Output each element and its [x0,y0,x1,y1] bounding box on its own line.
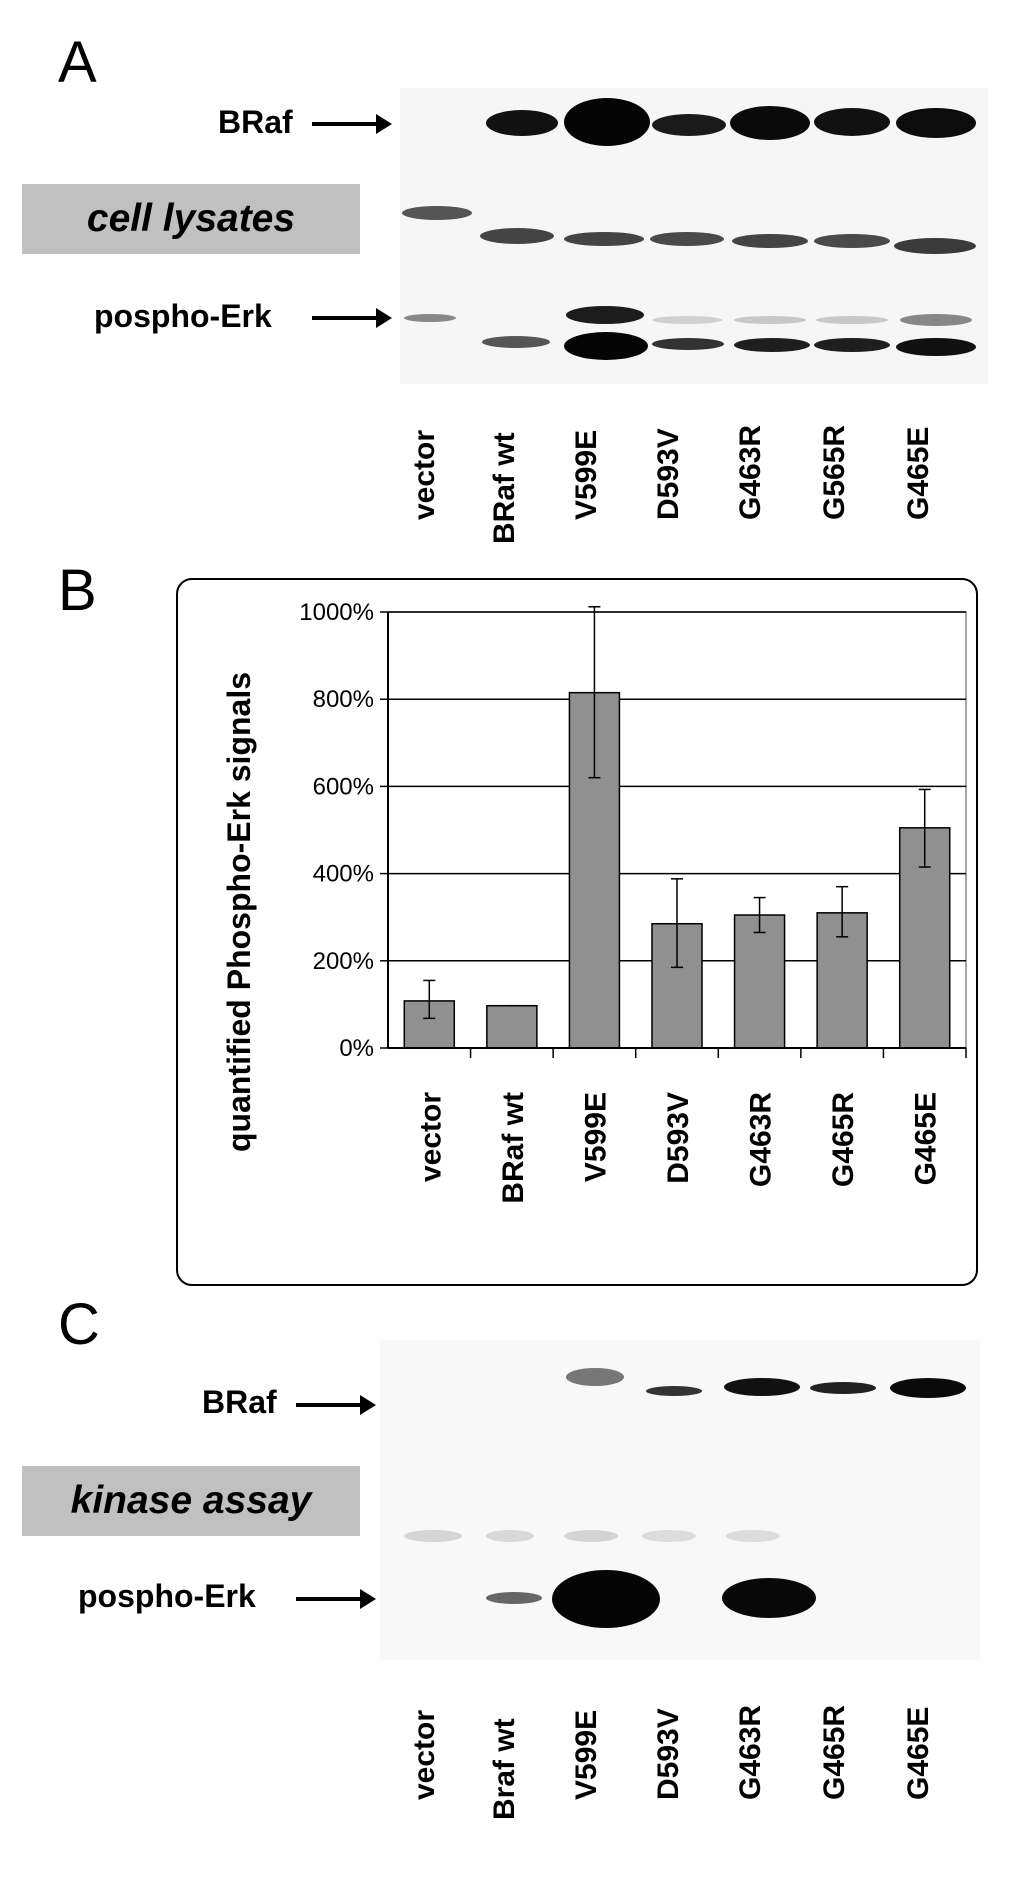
band-a-perk-lower-4 [652,338,724,350]
band-c-braf-7 [890,1378,966,1398]
band-a-braf-4 [652,114,726,136]
panel-c-braf-arrow [296,1395,376,1415]
band-a-perk-lower-7 [896,338,976,356]
band-a-ctrl-7 [894,238,976,254]
band-a-ctrl-1 [402,206,472,220]
band-c-ctrl-2 [486,1530,534,1542]
panel-a-perk-arrow [312,308,392,328]
panel-a-lane-label: vector [408,429,441,520]
panel-c-lane-label: Braf wt [488,1718,521,1820]
band-c-ctrl-4 [642,1530,696,1542]
band-c-perk-2 [486,1592,542,1604]
panel-a-lane-label: BRaf wt [488,432,521,544]
panel-c-braf-label: BRaf [202,1384,277,1420]
band-a-ctrl-3 [564,232,644,246]
band-a-perk-upper-4 [652,316,722,324]
band-c-perk-5 [722,1578,816,1618]
panel-a-braf-label: BRaf [218,104,293,140]
band-a-braf-6 [814,108,890,136]
band-a-perk-lower-2 [482,336,550,348]
band-c-ctrl-5 [726,1530,780,1542]
band-a-perk-upper-3 [566,306,644,324]
band-c-ctrl-3 [564,1530,618,1542]
band-c-braf-4 [646,1386,702,1396]
panel-c-lane-label: G463R [734,1704,767,1800]
panel-c-perk-label: pospho-Erk [78,1578,256,1614]
panel-c-lane-label: vector [408,1709,441,1800]
band-a-braf-3 [564,98,650,146]
band-a-perk-upper-6 [816,316,888,324]
band-c-ctrl-1 [404,1530,462,1542]
panel-a-lane-label: G565R [818,424,851,520]
band-a-braf-2 [486,110,558,136]
panel-a-lane-label: D593V [652,428,685,520]
panel-c-kinase-assay-label: kinase assay [70,1479,312,1522]
panel-a-lane-label: V599E [570,429,603,520]
band-c-braf-6 [810,1382,876,1394]
band-c-perk-3 [552,1570,660,1628]
band-a-perk-lower-6 [814,338,890,352]
band-a-braf-7 [896,108,976,138]
band-a-perk-lower-5 [734,338,810,352]
band-a-ctrl-5 [732,234,808,248]
chart-frame [176,578,978,1286]
panel-c-lane-label: G465E [902,1706,935,1800]
panel-c-blot [380,1340,980,1660]
band-c-braf-3 [566,1368,624,1386]
band-a-perk-lower-3 [564,332,648,360]
panel-c-lane-label: V599E [570,1709,603,1800]
panel-a-braf-arrow [312,114,392,134]
panel-c-lane-label: G465R [818,1704,851,1800]
band-a-perk-upper-7 [900,314,972,326]
panel-a-lane-label: G463R [734,424,767,520]
panel-a-blot [400,88,988,384]
panel-a-letter: A [58,30,97,95]
panel-a-cell-lysates-label: cell lysates [86,197,296,240]
band-a-perk-upper-1 [404,314,456,322]
band-c-braf-5 [724,1378,800,1396]
panel-c-kinase-assay-box: kinase assay [22,1466,360,1536]
panel-c-perk-arrow [296,1589,376,1609]
band-a-ctrl-2 [480,228,554,244]
panel-c-letter: C [58,1292,100,1357]
band-a-ctrl-4 [650,232,724,246]
panel-b-letter: B [58,558,97,623]
panel-a-lane-label: G465E [902,426,935,520]
band-a-ctrl-6 [814,234,890,248]
panel-c-lane-label: D593V [652,1708,685,1800]
band-a-braf-5 [730,106,810,140]
panel-a-perk-label: pospho-Erk [94,298,272,334]
band-a-perk-upper-5 [734,316,806,324]
panel-a-cell-lysates-box: cell lysates [22,184,360,254]
